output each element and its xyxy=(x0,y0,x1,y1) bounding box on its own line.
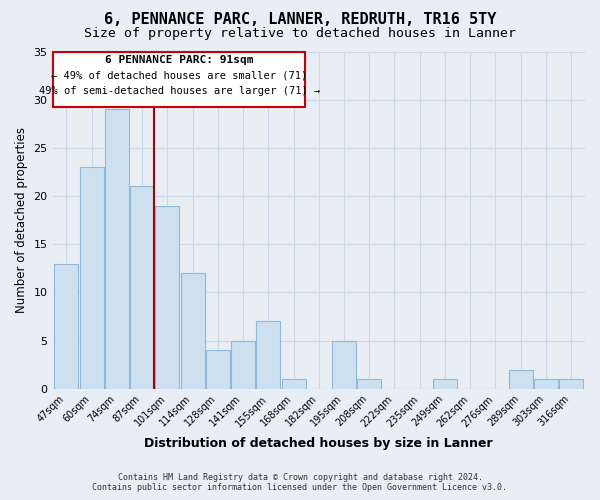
Bar xyxy=(281,379,305,389)
Text: 6 PENNANCE PARC: 91sqm: 6 PENNANCE PARC: 91sqm xyxy=(105,56,253,66)
Bar xyxy=(534,379,558,389)
Bar xyxy=(55,264,79,389)
Text: Contains HM Land Registry data © Crown copyright and database right 2024.
Contai: Contains HM Land Registry data © Crown c… xyxy=(92,473,508,492)
Text: 6, PENNANCE PARC, LANNER, REDRUTH, TR16 5TY: 6, PENNANCE PARC, LANNER, REDRUTH, TR16 … xyxy=(104,12,496,28)
Bar xyxy=(433,379,457,389)
Bar xyxy=(559,379,583,389)
Text: 49% of semi-detached houses are larger (71) →: 49% of semi-detached houses are larger (… xyxy=(38,86,320,96)
Bar xyxy=(332,340,356,389)
Bar xyxy=(206,350,230,389)
Bar xyxy=(357,379,381,389)
FancyBboxPatch shape xyxy=(53,52,305,108)
Bar xyxy=(130,186,154,389)
Y-axis label: Number of detached properties: Number of detached properties xyxy=(15,127,28,313)
Bar xyxy=(155,206,179,389)
Bar xyxy=(256,322,280,389)
Bar xyxy=(105,110,129,389)
Bar xyxy=(181,273,205,389)
Bar xyxy=(80,167,104,389)
Bar xyxy=(509,370,533,389)
Text: ← 49% of detached houses are smaller (71): ← 49% of detached houses are smaller (71… xyxy=(51,71,307,81)
Text: Size of property relative to detached houses in Lanner: Size of property relative to detached ho… xyxy=(84,28,516,40)
X-axis label: Distribution of detached houses by size in Lanner: Distribution of detached houses by size … xyxy=(145,437,493,450)
Bar xyxy=(231,340,255,389)
